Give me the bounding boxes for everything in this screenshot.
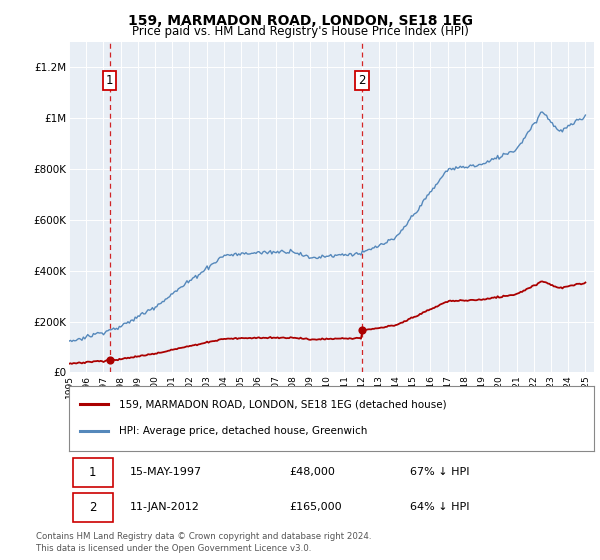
Text: 2: 2 — [358, 73, 366, 87]
Text: 11-JAN-2012: 11-JAN-2012 — [130, 502, 199, 512]
Text: £48,000: £48,000 — [290, 468, 335, 478]
Point — [358, 326, 367, 335]
Text: 2: 2 — [89, 501, 97, 514]
Text: 15-MAY-1997: 15-MAY-1997 — [130, 468, 202, 478]
Point — [105, 356, 115, 365]
Text: HPI: Average price, detached house, Greenwich: HPI: Average price, detached house, Gree… — [119, 427, 367, 436]
FancyBboxPatch shape — [73, 493, 113, 522]
Text: 159, MARMADON ROAD, LONDON, SE18 1EG (detached house): 159, MARMADON ROAD, LONDON, SE18 1EG (de… — [119, 399, 446, 409]
Text: 1: 1 — [106, 73, 113, 87]
FancyBboxPatch shape — [73, 458, 113, 487]
Text: Price paid vs. HM Land Registry's House Price Index (HPI): Price paid vs. HM Land Registry's House … — [131, 25, 469, 38]
Text: Contains HM Land Registry data © Crown copyright and database right 2024.
This d: Contains HM Land Registry data © Crown c… — [36, 532, 371, 553]
Text: 64% ↓ HPI: 64% ↓ HPI — [410, 502, 470, 512]
Text: 1: 1 — [89, 466, 97, 479]
Text: 159, MARMADON ROAD, LONDON, SE18 1EG: 159, MARMADON ROAD, LONDON, SE18 1EG — [128, 14, 473, 28]
Text: 67% ↓ HPI: 67% ↓ HPI — [410, 468, 470, 478]
Text: £165,000: £165,000 — [290, 502, 342, 512]
